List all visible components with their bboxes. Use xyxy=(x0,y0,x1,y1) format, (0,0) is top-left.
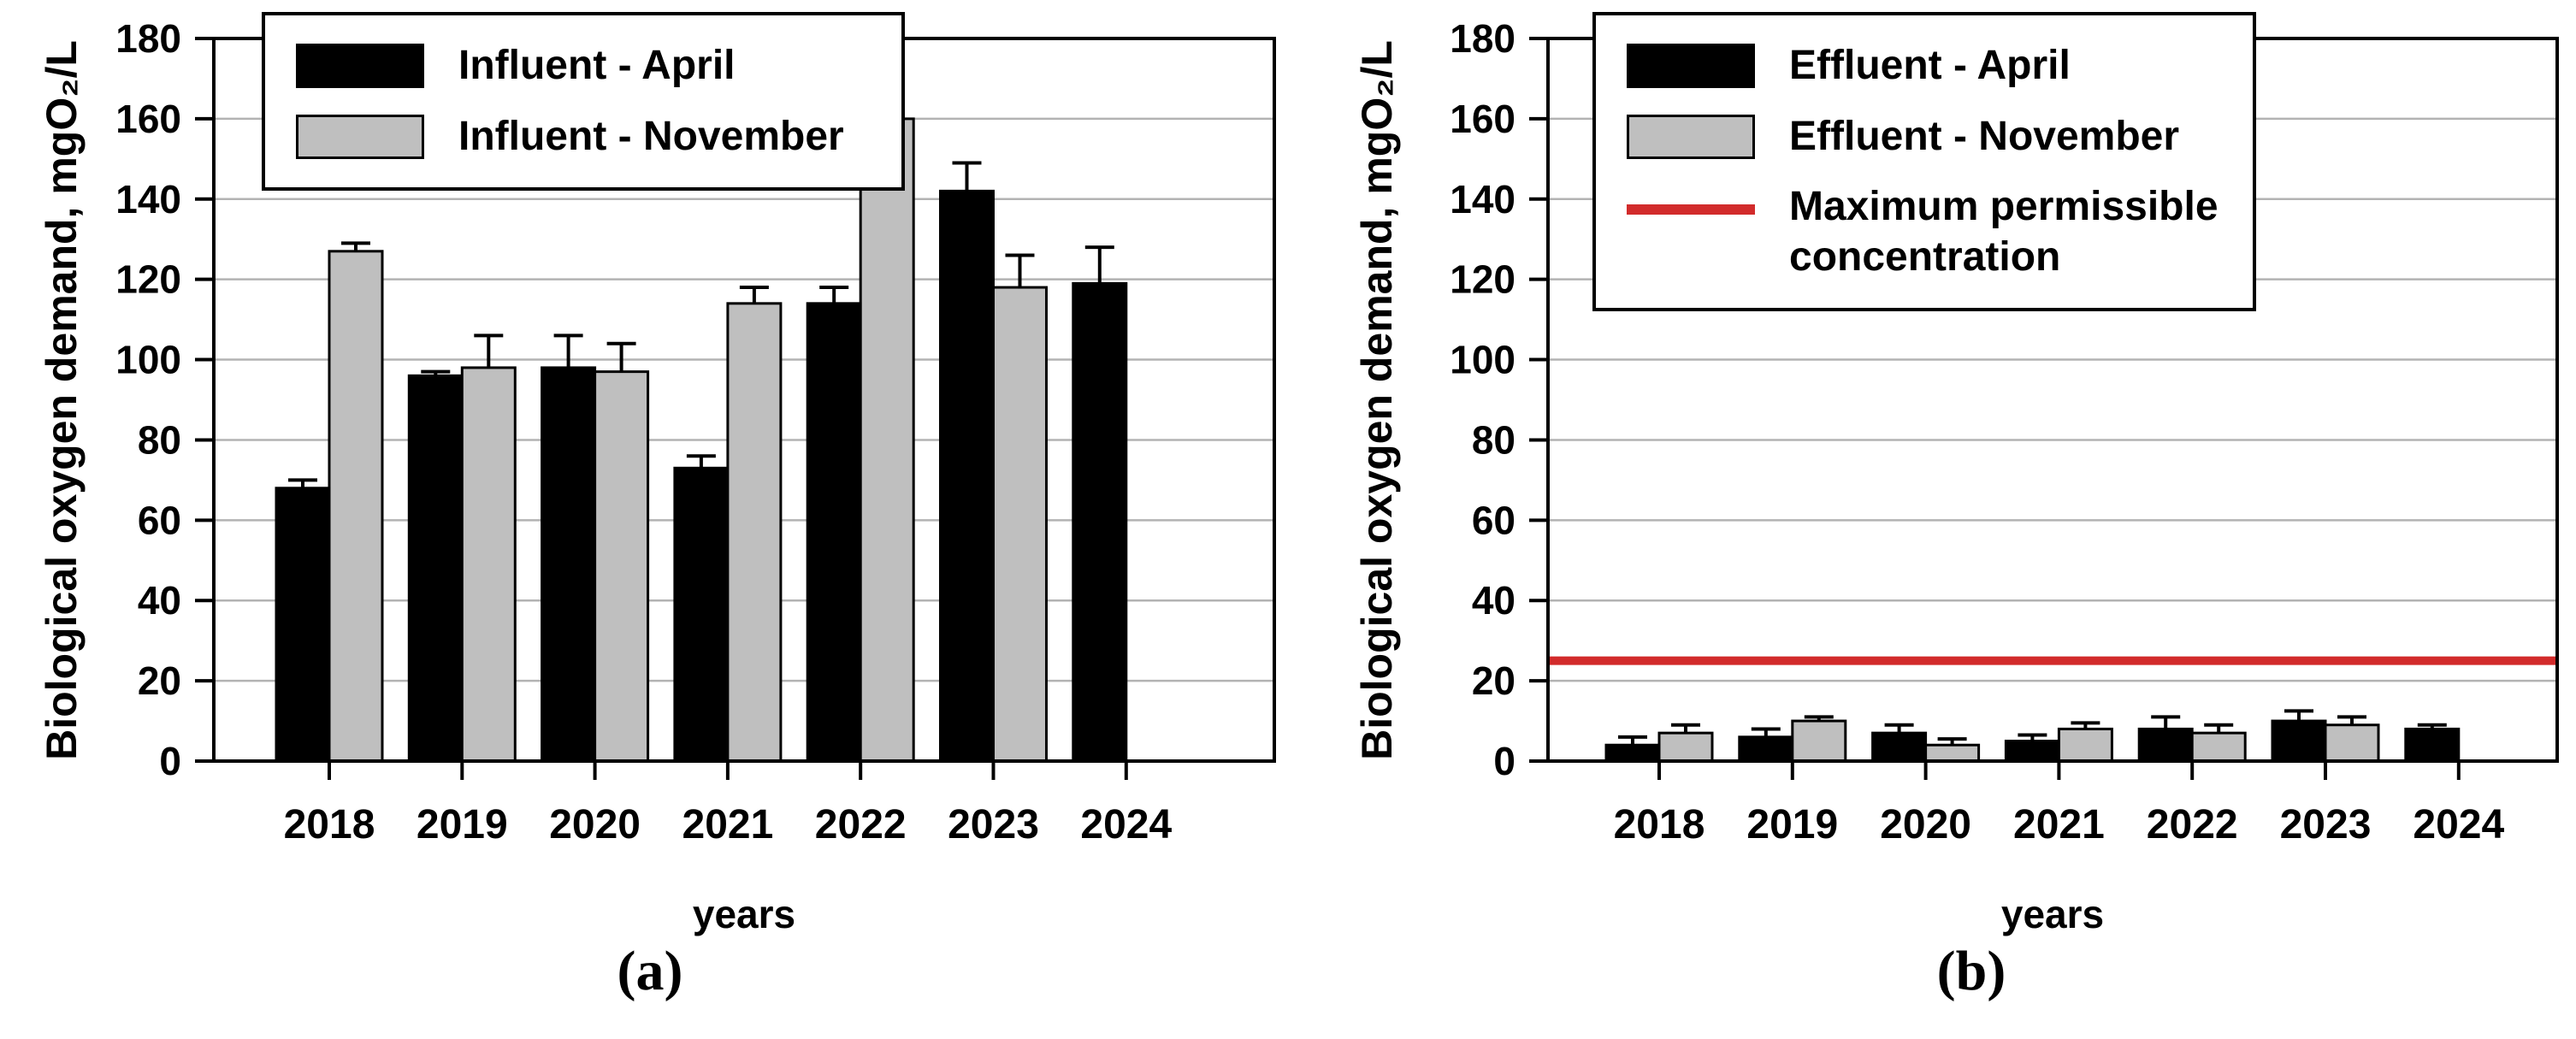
legend-item-effluent-november: Effluent - November xyxy=(1627,112,2230,162)
bar-2023-effluent-april xyxy=(2271,719,2327,763)
bar-2023-influent-april xyxy=(939,189,995,763)
y-tick-label-160: 160 xyxy=(115,97,181,141)
y-tick-label-40: 40 xyxy=(1472,578,1515,623)
bar-2018-effluent-april xyxy=(1604,743,1661,763)
bar-2018-effluent-november xyxy=(1657,731,1714,763)
bar-2019-effluent-november xyxy=(1791,719,1847,763)
legend-label-influent-november: Influent - November xyxy=(458,113,844,159)
y-tick-label-120: 120 xyxy=(115,257,181,302)
legend-a: Influent - April Influent - November xyxy=(262,12,905,192)
bar-2021-influent-april xyxy=(673,466,730,763)
x-tick-label-2018: 2018 xyxy=(284,802,375,847)
y-tick-label-100: 100 xyxy=(1450,338,1515,382)
bar-2019-influent-april xyxy=(407,374,464,763)
y-tick-label-160: 160 xyxy=(1450,97,1515,141)
gray-bar-swatch-icon xyxy=(296,114,424,159)
y-tick-label-80: 80 xyxy=(138,417,181,462)
x-tick-label-2022: 2022 xyxy=(2147,802,2238,847)
y-tick-label-120: 120 xyxy=(1450,257,1515,302)
y-tick-label-80: 80 xyxy=(1472,417,1515,462)
y-tick-label-0: 0 xyxy=(159,739,181,783)
y-tick-label-100: 100 xyxy=(115,338,181,382)
bar-2018-influent-november xyxy=(328,250,384,763)
x-axis-title-a: years xyxy=(692,892,796,936)
caption-a: (a) xyxy=(617,940,683,1002)
bar-2023-influent-november xyxy=(992,286,1048,763)
bar-2020-effluent-april xyxy=(1871,731,1928,763)
x-axis-title-b: years xyxy=(2000,892,2105,936)
bar-2021-effluent-april xyxy=(2004,740,2060,763)
bar-2022-influent-november xyxy=(859,117,915,763)
caption-b: (b) xyxy=(1936,940,2006,1002)
legend-item-max-permissible: Maximum permissible concentration xyxy=(1627,182,2230,282)
x-tick-label-2024: 2024 xyxy=(2413,802,2504,847)
bar-2022-effluent-november xyxy=(2190,731,2247,763)
x-tick-label-2021: 2021 xyxy=(2013,802,2105,847)
chart-panel-a: 0 20 40 60 80 100 120 140 160 180 2018 2019 2020 2021… xyxy=(38,12,1276,1002)
bar-2020-effluent-november xyxy=(1924,743,1981,763)
x-tick-label-2024: 2024 xyxy=(1080,802,1172,847)
bar-2020-influent-november xyxy=(594,370,650,763)
bar-2022-influent-april xyxy=(806,302,862,763)
x-tick-label-2019: 2019 xyxy=(417,802,508,847)
bar-2024-influent-april xyxy=(1072,281,1128,763)
bar-2020-influent-april xyxy=(541,366,597,763)
x-tick-label-2020: 2020 xyxy=(1880,802,1971,847)
y-tick-label-60: 60 xyxy=(138,498,181,542)
bar-2022-effluent-april xyxy=(2137,727,2194,763)
legend-label-effluent-april: Effluent - April xyxy=(1789,43,2071,88)
legend-item-influent-april: Influent - April xyxy=(296,41,879,92)
legend-b: Effluent - April Effluent - November Max… xyxy=(1592,12,2256,312)
bar-2019-influent-november xyxy=(460,366,517,763)
legend-item-influent-november: Influent - November xyxy=(296,112,879,162)
legend-label-max-permissible: Maximum permissible concentration xyxy=(1789,184,2219,280)
chart-panel-b: 0 20 40 60 80 100 120 140 160 180 2018 2019 2020 2021… xyxy=(1317,0,2576,1039)
legend-label-effluent-november: Effluent - November xyxy=(1789,113,2180,159)
x-tick-label-2019: 2019 xyxy=(1746,802,1838,847)
y-tick-label-60: 60 xyxy=(1472,498,1515,542)
black-bar-swatch-icon xyxy=(1627,44,1755,89)
chart-a-svg: 0 20 40 60 80 100 120 140 160 180 2018 2019 2020 2021… xyxy=(115,16,1276,847)
red-line-swatch-icon xyxy=(1627,204,1755,215)
bar-2021-influent-november xyxy=(726,302,783,763)
bar-2019-effluent-april xyxy=(1738,735,1794,763)
y-tick-label-140: 140 xyxy=(115,177,181,221)
legend-item-effluent-april: Effluent - April xyxy=(1627,41,2230,92)
bar-2018-influent-april xyxy=(275,487,331,763)
y-tick-label-180: 180 xyxy=(115,16,181,61)
bar-2024-effluent-april xyxy=(2404,727,2461,763)
gray-bar-swatch-icon xyxy=(1627,114,1755,159)
y-axis-title-b: Biological oxygen demand, mgO₂/L xyxy=(1353,40,1401,760)
bar-2021-effluent-november xyxy=(2057,727,2113,763)
y-tick-label-20: 20 xyxy=(138,658,181,703)
y-tick-label-180: 180 xyxy=(1450,16,1515,61)
legend-label-influent-april: Influent - April xyxy=(458,43,736,88)
y-tick-label-140: 140 xyxy=(1450,177,1515,221)
x-tick-label-2023: 2023 xyxy=(948,802,1039,847)
x-tick-label-2018: 2018 xyxy=(1614,802,1705,847)
y-tick-label-40: 40 xyxy=(138,578,181,623)
x-tick-label-2023: 2023 xyxy=(2280,802,2372,847)
x-tick-label-2021: 2021 xyxy=(682,802,774,847)
black-bar-swatch-icon xyxy=(296,44,424,89)
y-axis-title-a: Biological oxygen demand, mgO₂/L xyxy=(38,40,86,760)
bar-2023-effluent-november xyxy=(2324,723,2380,763)
y-tick-label-0: 0 xyxy=(1493,739,1515,783)
y-tick-label-20: 20 xyxy=(1472,658,1515,703)
x-tick-label-2020: 2020 xyxy=(549,802,641,847)
x-tick-label-2022: 2022 xyxy=(815,802,907,847)
